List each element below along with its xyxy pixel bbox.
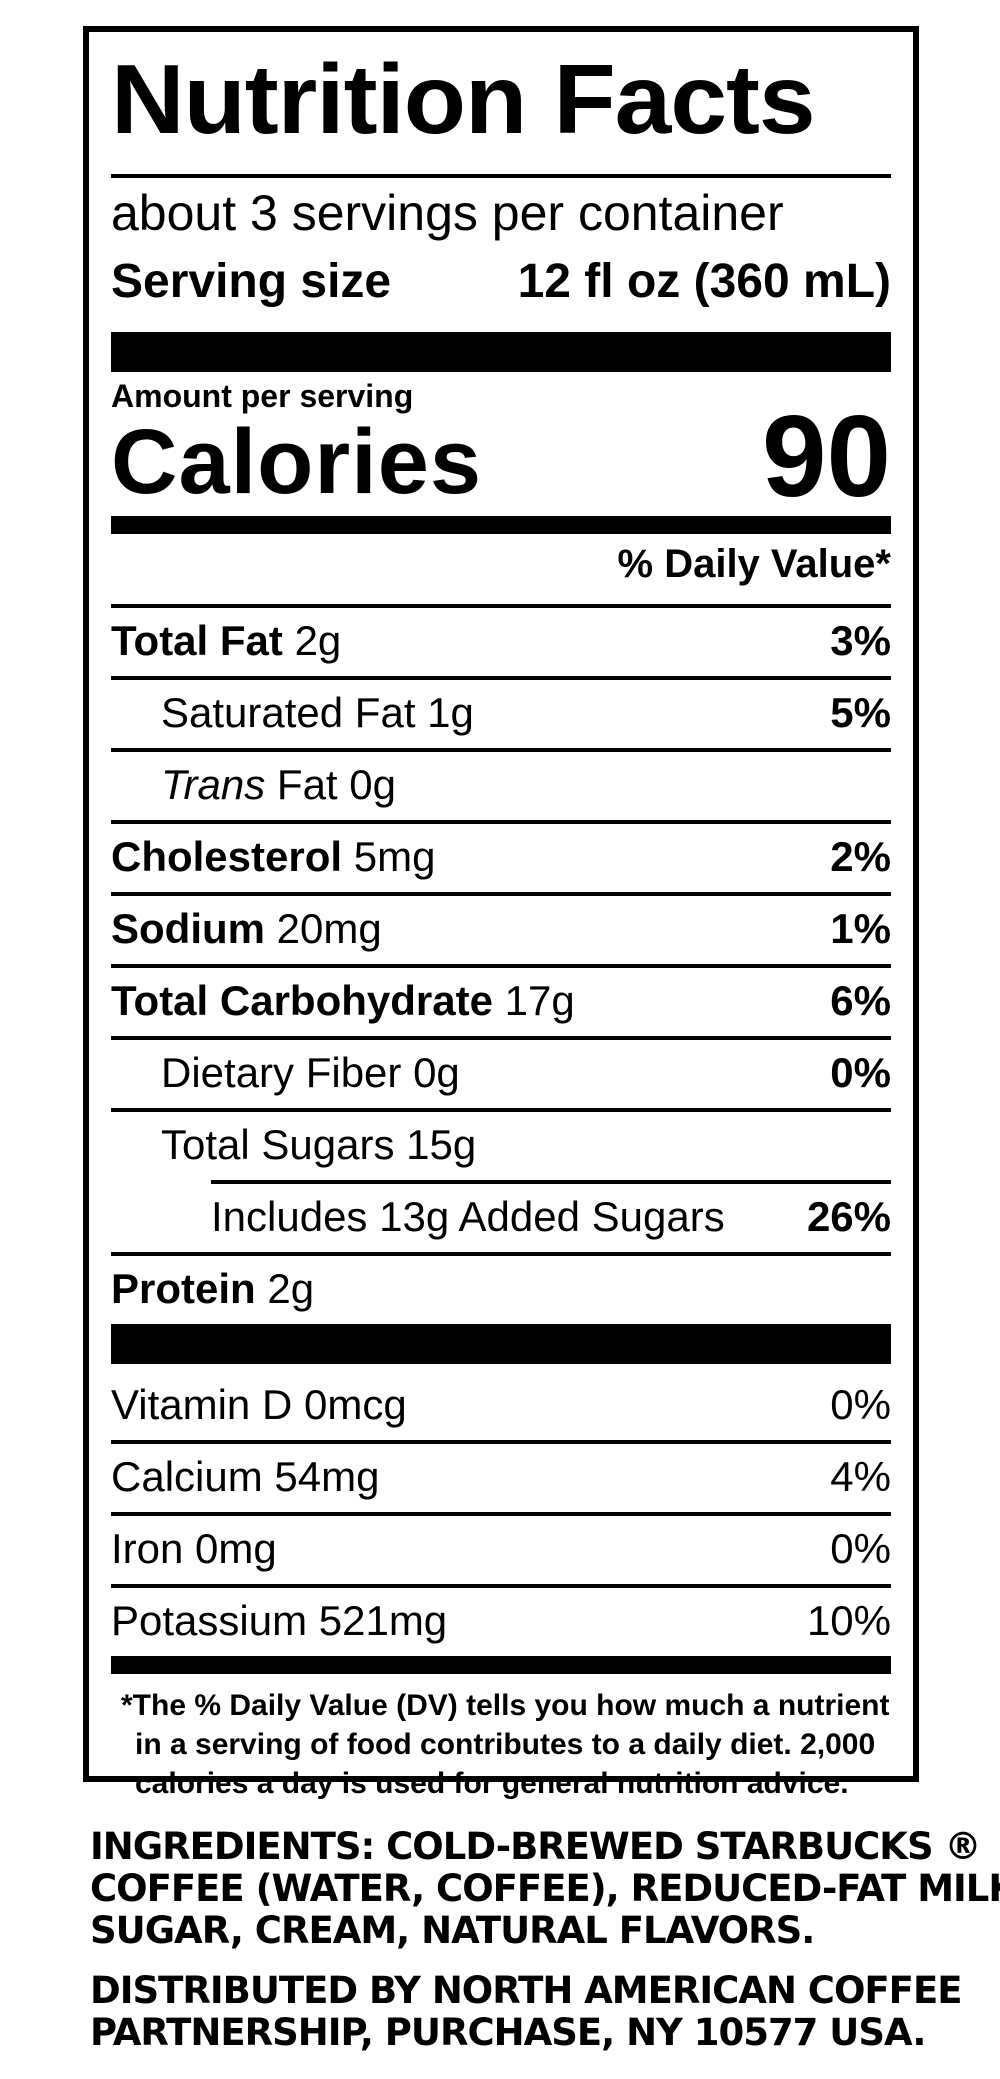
nutrient-dv: 6%: [830, 977, 891, 1024]
nutrient-dv: 5%: [830, 689, 891, 736]
nutrient-row-added-sugars: Includes 13g Added Sugars 26%: [111, 1180, 891, 1252]
serving-size-value: 12 fl oz (360 mL): [517, 255, 891, 308]
label-inner: Nutrition Facts about 3 servings per con…: [111, 32, 891, 1800]
vitamin-amount: 0mg: [195, 1525, 277, 1572]
nutrient-row-total-carbohydrate: Total Carbohydrate 17g 6%: [111, 964, 891, 1036]
ingredients-line: INGREDIENTS: COLD-BREWED STARBUCKS ®: [90, 1825, 981, 1868]
serving-size-label: Serving size: [111, 255, 392, 308]
nutrient-name: Sodium: [111, 905, 265, 952]
nutrient-amount: 0g: [349, 761, 396, 808]
nutrient-name: Total Sugars: [161, 1121, 395, 1168]
vitamin-amount: 0mcg: [303, 1381, 407, 1428]
footnote-line: in a serving of food contributes to a da…: [135, 1728, 876, 1761]
vitamin-row-calcium: Calcium 54mg 4%: [111, 1440, 891, 1512]
nutrient-amount: 20mg: [276, 905, 382, 952]
nutrient-row-protein: Protein 2g: [111, 1252, 891, 1324]
ingredients-line: SUGAR, CREAM, NATURAL FLAVORS.: [90, 1909, 815, 1953]
row-divider: [111, 1512, 891, 1516]
vitamin-name: Calcium: [111, 1453, 263, 1500]
vitamin-row-potassium: Potassium 521mg 10%: [111, 1584, 891, 1656]
nutrient-dv: 1%: [830, 905, 891, 952]
row-divider: [111, 1584, 891, 1588]
label-title: Nutrition Facts: [111, 44, 816, 154]
nutrient-amount: 17g: [504, 977, 575, 1024]
thick-bar-vitamins: [111, 1324, 891, 1364]
row-divider: [111, 1252, 891, 1256]
nutrient-amount: 2g: [267, 1265, 315, 1312]
row-divider: [211, 1180, 891, 1184]
vitamin-dv: 0%: [830, 1525, 891, 1572]
vitamin-row-iron: Iron 0mg 0%: [111, 1512, 891, 1584]
nutrient-row-dietary-fiber: Dietary Fiber 0g 0%: [111, 1036, 891, 1108]
ingredients-line: COFFEE (WATER, COFFEE), REDUCED-FAT MILK…: [90, 1867, 1000, 1911]
vitamin-dv: 10%: [806, 1597, 891, 1644]
nutrient-name: Protein: [111, 1265, 256, 1312]
nutrition-facts-label: Nutrition Facts about 3 servings per con…: [83, 26, 919, 1800]
distributor-statement: DISTRIBUTED BY NORTH AMERICAN COFFEE PAR…: [90, 1969, 970, 2055]
footnote-line: *The % Daily Value (DV) tells you how mu…: [121, 1689, 890, 1722]
row-divider: [111, 820, 891, 824]
nutrient-amount: 2g: [294, 617, 342, 664]
vitamin-name: Potassium: [111, 1597, 308, 1644]
nutrient-dv: 26%: [806, 1193, 891, 1240]
nutrient-row-saturated-fat: Saturated Fat 1g 5%: [111, 676, 891, 748]
nutrient-name: Includes 13g Added Sugars: [211, 1193, 725, 1240]
vitamin-amount: 54mg: [274, 1453, 380, 1500]
nutrient-name: Saturated Fat: [161, 689, 416, 736]
thick-bar-footnote: [111, 1656, 891, 1674]
nutrient-amount: 1g: [427, 689, 474, 736]
vitamin-row-vitamin-d: Vitamin D 0mcg 0%: [111, 1368, 891, 1440]
nutrient-name: Dietary Fiber: [161, 1049, 402, 1096]
title-rule: [111, 174, 891, 178]
nutrient-name: Total Carbohydrate: [111, 977, 493, 1024]
calories-label: Calories: [111, 411, 483, 513]
nutrient-name: Total Fat: [111, 617, 283, 664]
nutrient-row-sodium: Sodium 20mg 1%: [111, 892, 891, 964]
footnote-line: calories a day is used for general nutri…: [135, 1767, 849, 1800]
distributor-line: PARTNERSHIP, PURCHASE, NY 10577 USA.: [90, 2011, 926, 2055]
row-divider: [111, 892, 891, 896]
nutrient-dv: 3%: [830, 617, 891, 664]
nutrient-amount: 5mg: [353, 833, 436, 880]
row-divider: [111, 748, 891, 752]
nutrient-row-total-fat: Total Fat 2g 3%: [111, 604, 891, 676]
row-divider: [111, 1108, 891, 1112]
row-divider: [111, 1440, 891, 1444]
nutrient-name-italic: Trans: [161, 761, 266, 808]
nutrient-name: Cholesterol: [111, 833, 343, 880]
vitamin-dv: 0%: [830, 1381, 891, 1428]
nutrient-dv: 2%: [830, 833, 891, 880]
servings-per-container: about 3 servings per container: [111, 185, 784, 241]
daily-value-footnote: *The % Daily Value (DV) tells you how mu…: [121, 1686, 911, 1803]
thick-bar-top: [111, 332, 891, 372]
vitamin-name: Iron: [111, 1525, 184, 1572]
nutrient-amount: 15g: [406, 1121, 477, 1168]
vitamin-dv: 4%: [830, 1453, 891, 1500]
nutrient-row-trans-fat: Trans Fat 0g: [111, 748, 891, 820]
row-divider: [111, 604, 891, 608]
nutrient-dv: 0%: [830, 1049, 891, 1096]
daily-value-header: % Daily Value*: [617, 542, 891, 586]
vitamin-amount: 521mg: [318, 1597, 448, 1644]
nutrient-name: Fat: [276, 761, 338, 808]
nutrient-amount: 0g: [413, 1049, 460, 1096]
distributor-line: DISTRIBUTED BY NORTH AMERICAN COFFEE: [90, 1969, 963, 2012]
row-divider: [111, 964, 891, 968]
nutrient-row-total-sugars: Total Sugars 15g: [111, 1108, 891, 1180]
nutrient-row-cholesterol: Cholesterol 5mg 2%: [111, 820, 891, 892]
thick-bar-calories: [111, 516, 891, 534]
ingredients-statement: INGREDIENTS: COLD-BREWED STARBUCKS ® COF…: [90, 1825, 1000, 1953]
row-divider: [111, 676, 891, 680]
row-divider: [111, 1036, 891, 1040]
amount-per-serving: Amount per serving: [111, 378, 414, 414]
vitamin-name: Vitamin D: [111, 1381, 293, 1428]
calories-value: 90: [761, 391, 891, 521]
